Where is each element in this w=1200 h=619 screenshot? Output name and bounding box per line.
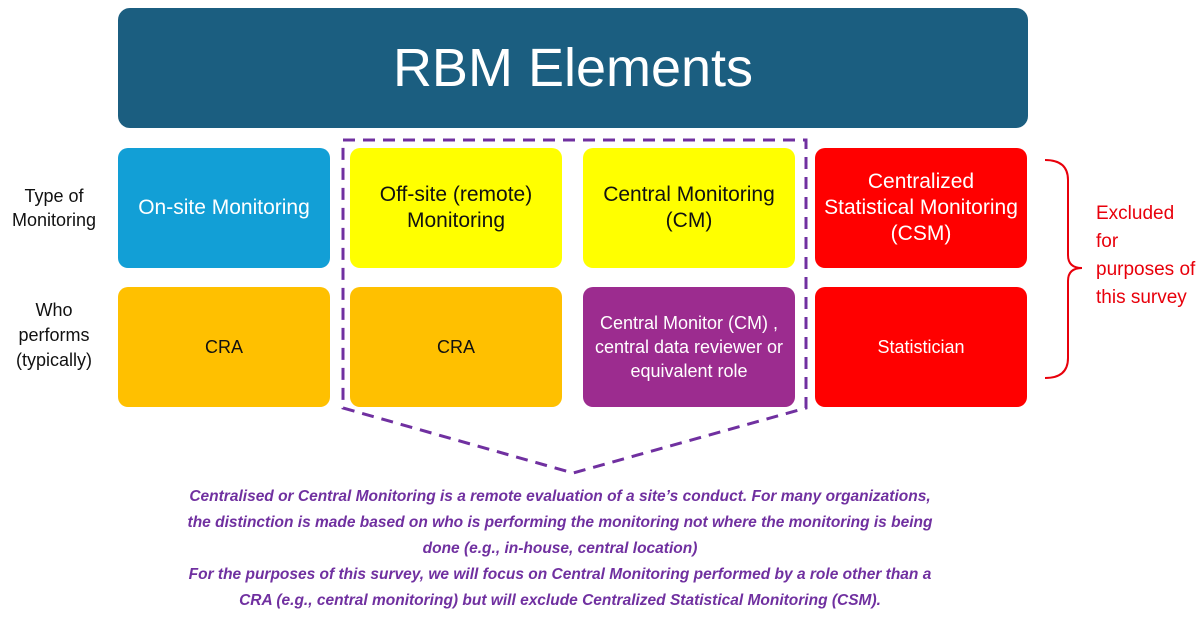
box-onsite-monitoring: On-site Monitoring <box>118 148 330 268</box>
box-who-central: Central Monitor (CM) , central data revi… <box>583 287 795 407</box>
excluded-note: Excluded for purposes of this survey <box>1096 203 1196 308</box>
box-who-offsite: CRA <box>350 287 562 407</box>
focus-dashed-outline <box>341 138 808 475</box>
box-central-monitoring: Central Monitoring (CM) <box>583 148 795 268</box>
footnote-line: For the purposes of this survey, we will… <box>188 566 932 583</box>
footnote-line: the distinction is made based on who is … <box>187 514 933 531</box>
footnote: Centralised or Central Monitoring is a r… <box>40 484 1080 614</box>
footnote-line: Centralised or Central Monitoring is a r… <box>189 488 931 505</box>
excluded-bracket <box>1044 159 1083 379</box>
row-label-who: Who performs (typically) <box>15 300 92 370</box>
box-csm: Centralized Statistical Monitoring (CSM) <box>815 148 1027 268</box>
box-offsite-monitoring: Off-site (remote) Monitoring <box>350 148 562 268</box>
box-who-onsite: CRA <box>118 287 330 407</box>
row-label-type: Type of Monitoring <box>11 186 97 230</box>
box-who-csm: Statistician <box>815 287 1027 407</box>
footnote-line: done (e.g., in-house, central location) <box>422 540 698 557</box>
footnote-line: CRA (e.g., central monitoring) but will … <box>239 592 881 609</box>
diagram-title: RBM Elements <box>118 8 1028 128</box>
